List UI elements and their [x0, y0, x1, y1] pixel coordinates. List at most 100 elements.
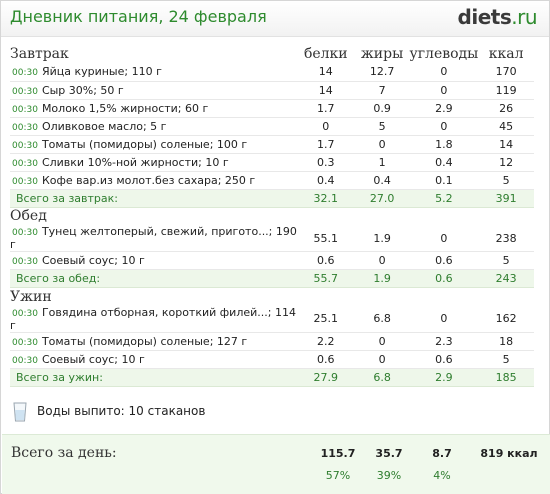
meal-total-label: Всего за завтрак: — [10, 189, 297, 208]
meal-header-row: Обед — [10, 207, 534, 225]
food-carbs: 2.9 — [409, 99, 479, 118]
water-text: Воды выпито: 10 стаканов — [37, 404, 206, 418]
column-header-fat: жиры — [360, 46, 404, 62]
food-carbs: 0.4 — [409, 153, 479, 172]
diary-table: Завтрак белки жиры углеводы ккал 00:30 Яйца ку… — [10, 45, 534, 387]
food-protein: 55.1 — [296, 225, 355, 252]
day-fat-percent: 39% — [376, 469, 402, 482]
meal-time: 00:30 — [12, 355, 38, 366]
column-header-protein: белки — [303, 46, 348, 62]
meal-time: 00:30 — [12, 158, 38, 169]
food-carbs: 2.3 — [409, 332, 479, 351]
food-protein: 25.1 — [296, 305, 355, 333]
meal-header-row: Завтрак белки жиры углеводы ккал — [10, 45, 534, 63]
column-header-fat — [355, 288, 410, 306]
header: Дневник питания, 24 февраля diets.ru — [1, 1, 549, 37]
day-total-carbs: 8.7 — [432, 447, 452, 460]
day-total-fat: 35.7 — [375, 447, 403, 460]
food-protein: 0.4 — [296, 171, 355, 190]
food-row[interactable]: 00:30 Молоко 1,5% жирности; 60 г 1.7 0.9 2.9… — [10, 99, 534, 118]
meal-total-fat: 6.8 — [354, 368, 410, 387]
food-cell: 00:30 Кофе вар.из молот.без сахара; 250 г — [10, 171, 297, 190]
food-fat: 0 — [354, 350, 410, 369]
meal-total-row: Всего за завтрак: 32.1 27.0 5.2 391 — [10, 189, 534, 208]
meal-total-carbs: 5.2 — [409, 189, 479, 208]
meal-total-protein: 55.7 — [296, 269, 355, 288]
food-row[interactable]: 00:30 Яйца куриные; 110 г 14 12.7 0 170 — [10, 63, 534, 82]
column-header-fat — [355, 207, 410, 225]
food-kcal: 170 — [478, 63, 534, 82]
food-fat: 7 — [354, 81, 410, 100]
food-kcal: 238 — [478, 225, 534, 252]
meal-title: Завтрак — [10, 46, 69, 62]
food-name[interactable]: Яйца куриные; 110 г — [41, 65, 162, 79]
food-row[interactable]: 00:30 Говядина отборная, короткий филей..… — [10, 305, 534, 333]
food-name[interactable]: Кофе вар.из молот.без сахара; 250 г — [41, 173, 256, 187]
food-protein: 1.7 — [296, 135, 355, 154]
meal-total-protein: 32.1 — [296, 189, 355, 208]
food-row[interactable]: 00:30 Соевый соус; 10 г 0.6 0 0.6 5 — [10, 251, 534, 270]
food-cell: 00:30 Яйца куриные; 110 г — [10, 63, 297, 82]
meal-total-label: Всего за обед: — [10, 269, 297, 288]
food-row[interactable]: 00:30 Томаты (помидоры) соленые; 127 г 2.2… — [10, 332, 534, 351]
food-cell: 00:30 Сыр 30%; 50 г — [10, 81, 297, 100]
food-protein: 14 — [296, 63, 355, 82]
food-kcal: 14 — [478, 135, 534, 154]
meal-title: Ужин — [10, 288, 52, 305]
food-name[interactable]: Соевый соус; 10 г — [41, 254, 145, 267]
meal-time: 00:30 — [12, 68, 38, 79]
food-row[interactable]: 00:30 Кофе вар.из молот.без сахара; 250 г… — [10, 171, 534, 190]
food-carbs: 0 — [409, 63, 479, 82]
meal-header-row: Ужин — [10, 288, 534, 306]
food-fat: 0.4 — [354, 171, 410, 190]
meal-title: Обед — [10, 208, 47, 225]
food-kcal: 162 — [478, 305, 534, 333]
food-row[interactable]: 00:30 Тунец желтоперый, свежий, пригото..… — [10, 225, 534, 252]
meal-time: 00:30 — [12, 122, 38, 133]
food-protein: 0.3 — [296, 153, 355, 172]
food-cell: 00:30 Тунец желтоперый, свежий, пригото..… — [10, 225, 297, 252]
food-name[interactable]: Тунец желтоперый, свежий, пригото...; 19… — [10, 225, 297, 251]
food-cell: 00:30 Оливковое масло; 5 г — [10, 117, 297, 136]
food-name[interactable]: Сливки 10%-ной жирности; 10 г — [41, 155, 229, 169]
food-kcal: 119 — [478, 81, 534, 100]
food-row[interactable]: 00:30 Соевый соус; 10 г 0.6 0 0.6 5 — [10, 350, 534, 369]
food-name[interactable]: Молоко 1,5% жирности; 60 г — [41, 101, 209, 115]
food-carbs: 0 — [409, 225, 479, 252]
meal-total-fat: 27.0 — [354, 189, 410, 208]
food-kcal: 18 — [478, 332, 534, 351]
food-carbs: 0 — [409, 81, 479, 100]
meal-time: 00:30 — [12, 257, 38, 267]
logo-dot: . — [511, 5, 518, 29]
meal-total-carbs: 2.9 — [409, 368, 479, 387]
food-kcal: 5 — [478, 350, 534, 369]
food-name[interactable]: Томаты (помидоры) соленые; 100 г — [41, 137, 248, 151]
meal-time: 00:30 — [12, 140, 38, 151]
meal-total-carbs: 0.6 — [409, 269, 479, 288]
food-name[interactable]: Говядина отборная, короткий филей...; 11… — [10, 305, 296, 332]
column-header-carbs — [409, 207, 478, 225]
food-row[interactable]: 00:30 Сливки 10%-ной жирности; 10 г 0.3 1 0.… — [10, 153, 534, 172]
meal-time: 00:30 — [12, 308, 38, 319]
food-protein: 0 — [296, 117, 355, 136]
food-name[interactable]: Томаты (помидоры) соленые; 127 г — [41, 334, 248, 348]
meal-total-protein: 27.9 — [296, 368, 355, 387]
food-name[interactable]: Оливковое масло; 5 г — [41, 119, 167, 133]
day-total-label: Всего за день: — [11, 445, 117, 461]
food-carbs: 0.6 — [409, 350, 479, 369]
food-row[interactable]: 00:30 Томаты (помидоры) соленые; 100 г 1.7… — [10, 135, 534, 154]
site-logo[interactable]: diets.ru — [458, 5, 538, 29]
food-name[interactable]: Сыр 30%; 50 г — [41, 83, 124, 97]
food-protein: 0.6 — [296, 251, 355, 270]
food-cell: 00:30 Томаты (помидоры) соленые; 127 г — [10, 332, 297, 351]
column-header-kcal: ккал — [488, 46, 524, 62]
page-title: Дневник питания, 24 февраля — [10, 7, 267, 26]
food-row[interactable]: 00:30 Оливковое масло; 5 г 0 5 0 45 — [10, 117, 534, 136]
column-header-kcal — [478, 207, 534, 225]
meal-time: 00:30 — [12, 86, 38, 97]
food-row[interactable]: 00:30 Сыр 30%; 50 г 14 7 0 119 — [10, 81, 534, 100]
food-fat: 0 — [354, 332, 410, 351]
food-name[interactable]: Соевый соус; 10 г — [41, 352, 145, 366]
food-kcal: 26 — [478, 99, 534, 118]
meal-total-fat: 1.9 — [354, 269, 410, 288]
